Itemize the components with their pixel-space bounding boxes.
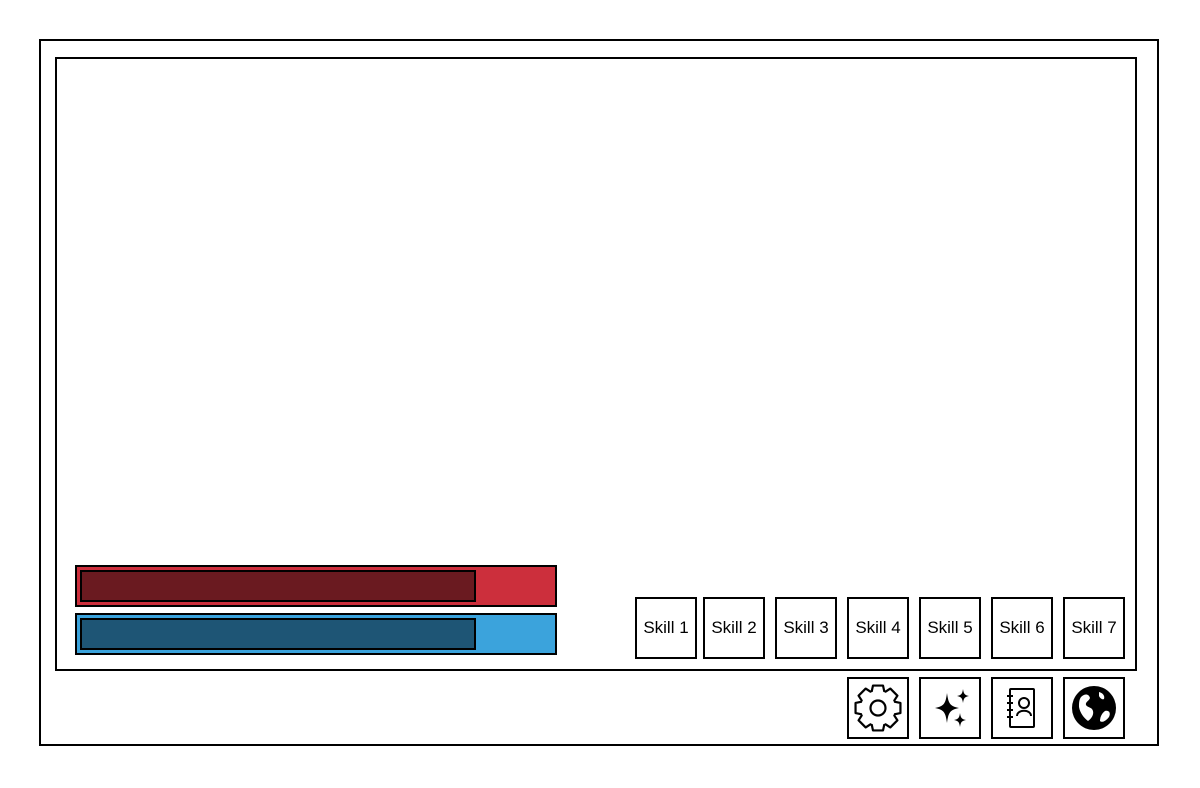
globe-icon	[1072, 686, 1116, 730]
skill-slot-label: Skill 6	[999, 618, 1045, 637]
game-viewport[interactable]	[55, 57, 1137, 671]
health-bar-fill	[80, 570, 476, 602]
mana-bar	[75, 613, 557, 655]
sparkles-icon	[935, 689, 969, 727]
skill-slot-label: Skill 1	[643, 618, 689, 637]
skill-slot-1[interactable]: Skill 1	[635, 597, 697, 659]
skill-slot-6[interactable]: Skill 6	[991, 597, 1053, 659]
skill-slot-label: Skill 2	[711, 618, 757, 637]
skill-slot-7[interactable]: Skill 7	[1063, 597, 1125, 659]
skill-slot-3[interactable]: Skill 3	[775, 597, 837, 659]
game-window-frame	[39, 39, 1159, 746]
skill-slot-label: Skill 3	[783, 618, 829, 637]
skill-slot-label: Skill 7	[1071, 618, 1117, 637]
contacts-book-icon	[1007, 688, 1035, 728]
skill-slot-2[interactable]: Skill 2	[703, 597, 765, 659]
skill-slot-label: Skill 4	[855, 618, 901, 637]
gear-icon	[854, 684, 902, 732]
mana-bar-fill	[80, 618, 476, 650]
skills-button[interactable]	[919, 677, 981, 739]
world-map-button[interactable]	[1063, 677, 1125, 739]
skill-slot-4[interactable]: Skill 4	[847, 597, 909, 659]
health-bar	[75, 565, 557, 607]
skill-slot-label: Skill 5	[927, 618, 973, 637]
contacts-button[interactable]	[991, 677, 1053, 739]
skill-slot-5[interactable]: Skill 5	[919, 597, 981, 659]
settings-button[interactable]	[847, 677, 909, 739]
